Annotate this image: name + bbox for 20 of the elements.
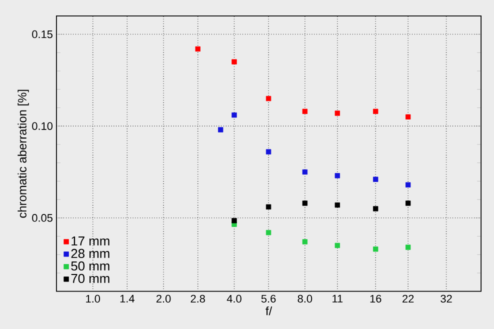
x-axis-title: f/ — [266, 306, 272, 316]
x-tick-label: 5.6 — [261, 294, 276, 303]
y-tick-label: 0.05 — [32, 214, 52, 222]
x-tick-label: 16 — [370, 294, 382, 303]
y-tick-label: 0.10 — [32, 122, 53, 130]
x-tick-label: 2.8 — [190, 294, 205, 303]
y-axis-title: chromatic aberration [%] — [18, 90, 29, 218]
x-tick-label: 4.0 — [226, 294, 242, 303]
x-tick-label: 11 — [332, 294, 343, 302]
x-tick-label: 22 — [402, 294, 414, 302]
legend-label: 17 mm — [72, 236, 110, 246]
legend-label: 50 mm — [71, 261, 110, 270]
x-tick-label: 2.0 — [156, 294, 171, 303]
x-tick-label: 1.4 — [120, 294, 134, 302]
legend-label: 28 mm — [71, 248, 110, 258]
x-tick-label: 8.0 — [298, 294, 312, 303]
y-tick-label: 0.15 — [32, 30, 52, 38]
x-tick-label: 1.0 — [86, 294, 100, 303]
x-tick-label: 32 — [440, 294, 452, 303]
legend-label: 70 mm — [71, 274, 110, 283]
